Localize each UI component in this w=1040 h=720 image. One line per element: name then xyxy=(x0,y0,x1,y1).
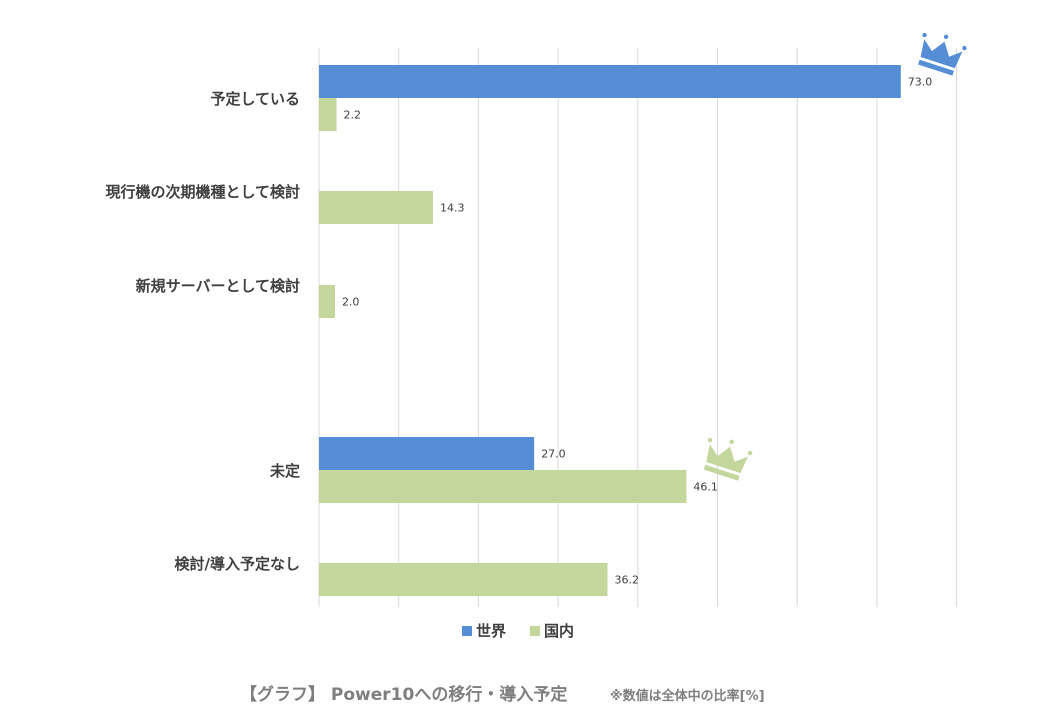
data-label: 46.1 xyxy=(693,481,718,494)
category-label: 現行機の次期機種として検討 xyxy=(105,183,300,201)
legend-swatch xyxy=(462,626,472,636)
caption: 【グラフ】 Power10への移行・導入予定 ※数値は全体中の比率[%] xyxy=(240,684,765,705)
category-label: 未定 xyxy=(269,462,300,480)
data-label: 2.0 xyxy=(342,296,360,309)
bar-domestic xyxy=(319,563,608,596)
caption-title: 【グラフ】 Power10への移行・導入予定 xyxy=(240,684,567,705)
legend: 世界 国内 xyxy=(462,622,574,640)
data-label: 14.3 xyxy=(440,202,465,215)
bars xyxy=(319,65,901,596)
data-label: 36.2 xyxy=(615,574,640,587)
crown-icon xyxy=(703,437,753,481)
category-label: 新規サーバーとして検討 xyxy=(136,277,300,295)
legend-label: 世界 xyxy=(476,622,506,640)
category-labels: 予定している現行機の次期機種として検討新規サーバーとして検討未定検討/導入予定な… xyxy=(105,90,300,573)
bar-world xyxy=(319,437,535,470)
bar-domestic xyxy=(319,285,335,318)
category-label: 検討/導入予定なし xyxy=(175,555,300,573)
data-label: 73.0 xyxy=(908,76,933,89)
gridlines xyxy=(318,48,958,607)
data-label: 27.0 xyxy=(541,448,566,461)
caption-note: ※数値は全体中の比率[%] xyxy=(610,688,765,704)
value-labels: 73.0 27.0 2.2 14.3 2.0 46.1 36.2 xyxy=(342,76,932,587)
legend-label: 国内 xyxy=(544,622,574,640)
bar-domestic xyxy=(319,470,687,503)
bar-world xyxy=(319,65,901,98)
bar-domestic xyxy=(319,191,433,224)
crown-icon xyxy=(918,32,967,76)
crowns xyxy=(703,32,967,481)
category-label: 予定している xyxy=(210,90,300,108)
bar-domestic xyxy=(319,98,337,131)
legend-swatch xyxy=(530,626,540,636)
data-label: 2.2 xyxy=(344,109,362,122)
